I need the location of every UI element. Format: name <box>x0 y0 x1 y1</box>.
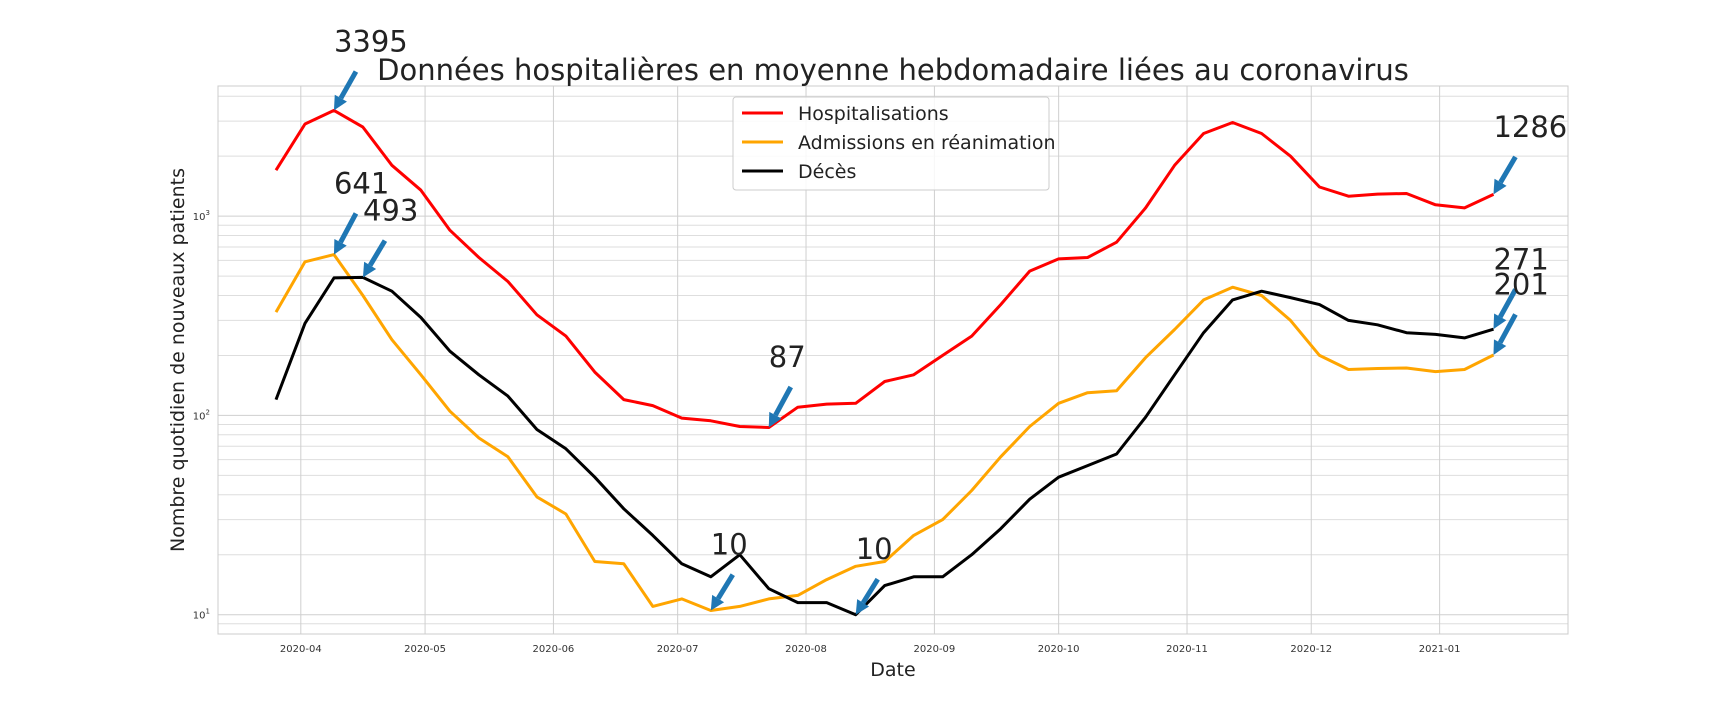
annotation-label: 1286 <box>1493 110 1567 144</box>
annotation-label: 201 <box>1493 267 1548 301</box>
series-line-deces <box>274 275 1494 617</box>
annotation-arrowhead <box>1493 313 1507 330</box>
series-lines <box>274 108 1495 617</box>
annotation-arrowhead <box>768 411 782 428</box>
annotation-arrow <box>1498 155 1518 184</box>
annotation-label: 271 <box>1493 242 1548 276</box>
annotation-arrow <box>338 70 359 100</box>
grid-lines <box>218 86 1568 635</box>
x-tick-label: 2020-10 <box>1038 644 1080 655</box>
annotation-arrowhead <box>333 239 347 255</box>
annotation-label: 3395 <box>334 25 408 59</box>
x-tick-label: 2020-11 <box>1166 644 1208 655</box>
x-tick-label: 2021-01 <box>1419 644 1461 655</box>
y-tick-label: 102 <box>193 408 210 422</box>
annotation-arrow <box>773 385 793 417</box>
annotation-label: 641 <box>334 166 389 200</box>
y-axis-label: Nombre quotidien de nouveaux patients <box>167 168 189 552</box>
annotation-arrow <box>338 212 359 244</box>
x-tick-label: 2020-07 <box>657 644 699 655</box>
legend: Hospitalisations Admissions en réanimati… <box>732 96 1056 191</box>
annotation-arrowhead <box>333 94 347 111</box>
x-axis-label: Date <box>870 659 915 681</box>
legend-box <box>732 96 1050 191</box>
annotation-arrow <box>715 573 735 600</box>
chart-title: Données hospitalières en moyenne hebdoma… <box>377 53 1409 87</box>
x-tick-label: 2020-08 <box>785 644 827 655</box>
x-axis-ticks: 2020-04 2020-05 2020-06 2020-07 2020-08 2020-… <box>280 644 1461 655</box>
legend-label-hospitalisations: Hospitalisations <box>798 103 949 125</box>
plot-area-frame <box>217 85 1569 635</box>
annotation-arrowhead <box>855 599 870 615</box>
annotation-label: 10 <box>711 528 748 562</box>
annotation-label: 87 <box>769 340 806 374</box>
annotation-arrowhead <box>362 261 377 278</box>
x-tick-label: 2020-12 <box>1290 644 1332 655</box>
series-line-hospitalisations <box>274 108 1495 429</box>
x-tick-label: 2020-04 <box>280 644 322 655</box>
legend-label-deces: Décès <box>798 161 856 183</box>
x-tick-label: 2020-06 <box>533 644 575 655</box>
annotation-arrow <box>367 239 388 267</box>
x-tick-label: 2020-05 <box>404 644 446 655</box>
y-tick-label: 103 <box>193 209 210 223</box>
annotation-arrowhead <box>1493 339 1507 356</box>
annotation-label: 10 <box>856 532 893 566</box>
annotation-arrow <box>1497 313 1518 344</box>
y-tick-label: 101 <box>193 608 210 622</box>
annotation-arrowhead <box>710 594 725 611</box>
legend-label-reanimation: Admissions en réanimation <box>798 132 1056 154</box>
x-tick-label: 2020-09 <box>914 644 956 655</box>
annotation-arrow <box>860 577 880 605</box>
annotation-label: 493 <box>363 194 418 228</box>
series-line-admissions-en-reanimation <box>274 253 1495 612</box>
annotation-arrow <box>1498 288 1518 319</box>
y-axis-ticks: 101 102 103 <box>193 209 210 622</box>
annotation-arrowhead <box>1493 178 1507 195</box>
